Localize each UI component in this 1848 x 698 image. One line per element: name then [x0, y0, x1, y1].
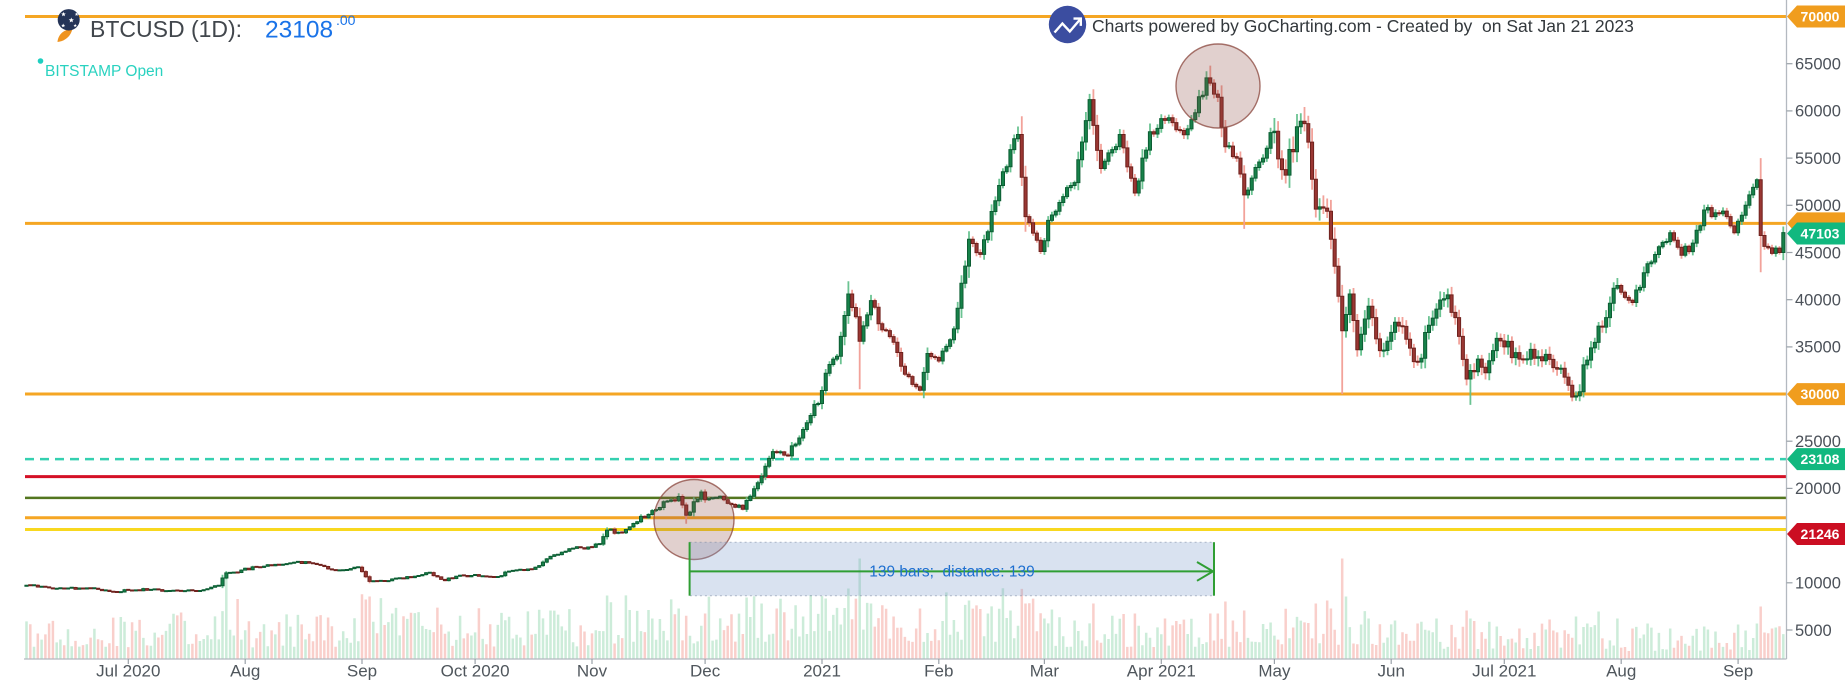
svg-text:139 bars; distance: 139: 139 bars; distance: 139 — [869, 564, 1034, 581]
svg-text:55000: 55000 — [1795, 150, 1841, 168]
svg-text:47103: 47103 — [1801, 226, 1840, 242]
svg-text:70000: 70000 — [1801, 9, 1840, 25]
svg-text:2021: 2021 — [803, 662, 841, 681]
svg-text:Jun: Jun — [1377, 662, 1404, 681]
svg-text:23108: 23108 — [265, 17, 333, 44]
svg-text:BITSTAMP Open: BITSTAMP Open — [45, 63, 163, 80]
svg-text:Mar: Mar — [1030, 662, 1060, 681]
svg-text:45000: 45000 — [1795, 244, 1841, 262]
svg-text:Aug: Aug — [230, 662, 260, 681]
svg-text:65000: 65000 — [1795, 56, 1841, 74]
svg-text:10000: 10000 — [1795, 575, 1841, 593]
svg-text:25000: 25000 — [1795, 433, 1841, 451]
svg-text:Dec: Dec — [690, 662, 721, 681]
svg-text:Jul 2020: Jul 2020 — [96, 662, 160, 681]
svg-text:Sep: Sep — [1723, 662, 1753, 681]
svg-text:Aug: Aug — [1606, 662, 1636, 681]
svg-text:20000: 20000 — [1795, 480, 1841, 498]
svg-text:Oct 2020: Oct 2020 — [441, 662, 510, 681]
svg-text:Apr 2021: Apr 2021 — [1127, 662, 1196, 681]
svg-text:23108: 23108 — [1801, 451, 1840, 467]
svg-text:.00: .00 — [336, 12, 356, 28]
svg-text:Nov: Nov — [577, 662, 608, 681]
svg-text:50000: 50000 — [1795, 197, 1841, 215]
svg-text:Feb: Feb — [924, 662, 953, 681]
svg-text:35000: 35000 — [1795, 339, 1841, 357]
svg-text:Jul 2021: Jul 2021 — [1472, 662, 1536, 681]
svg-text:40000: 40000 — [1795, 292, 1841, 310]
svg-text:BTCUSD (1D):: BTCUSD (1D): — [90, 16, 242, 42]
svg-text:21246: 21246 — [1801, 526, 1840, 542]
svg-text:30000: 30000 — [1801, 386, 1840, 402]
svg-text:Charts powered by GoCharting.c: Charts powered by GoCharting.com - Creat… — [1092, 16, 1634, 36]
svg-text:May: May — [1258, 662, 1291, 681]
svg-text:5000: 5000 — [1795, 622, 1832, 640]
svg-text:60000: 60000 — [1795, 103, 1841, 121]
svg-text:Sep: Sep — [347, 662, 377, 681]
